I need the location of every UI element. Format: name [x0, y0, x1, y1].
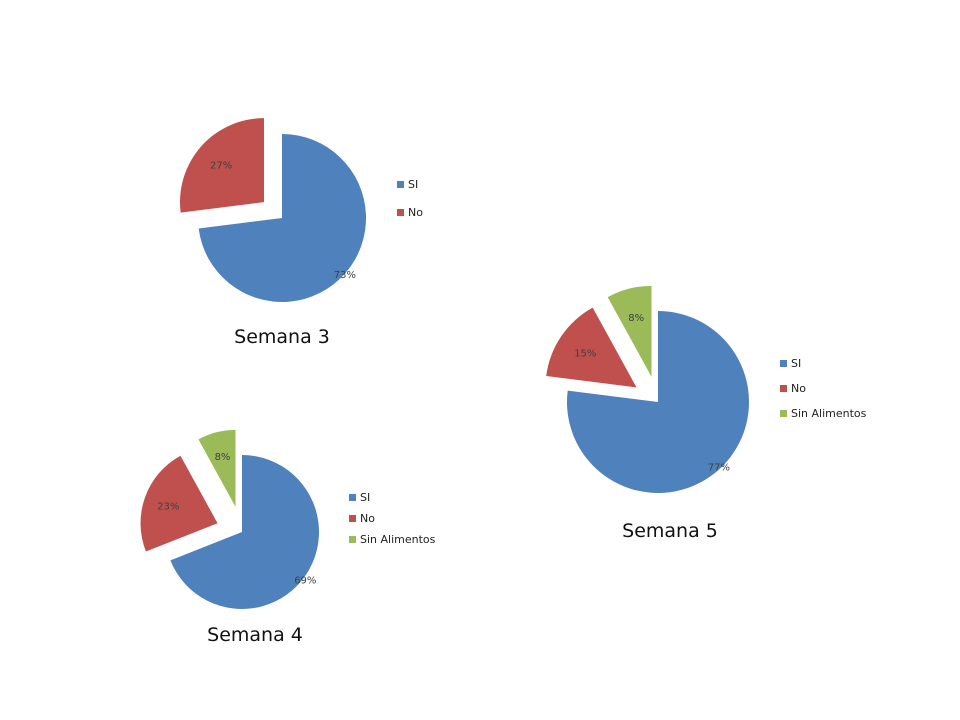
pie-slice-no: [140, 455, 218, 552]
chart-title: Semana 3: [234, 326, 330, 348]
pie-data-label: 8%: [628, 313, 644, 324]
pie-data-label: 27%: [210, 160, 232, 171]
legend-label: Sin Alimentos: [360, 533, 436, 546]
pie-chart-semana-5: 77% 15% 8% SI No Sin Alimentos Semana 5: [546, 285, 867, 542]
pie-data-label: 69%: [294, 575, 316, 586]
legend-label: Sin Alimentos: [791, 407, 867, 420]
pie-slice-si: [567, 311, 750, 493]
legend-swatch-no: [349, 515, 356, 522]
pie-slice-no: [179, 118, 264, 213]
pie-data-label: 73%: [334, 270, 356, 281]
pie-data-label: 8%: [215, 452, 231, 463]
legend-swatch-no: [397, 209, 404, 216]
pie-data-label: 15%: [574, 349, 596, 360]
pie-data-label: 23%: [157, 501, 179, 512]
legend-label: SI: [408, 178, 418, 191]
legend-swatch-si: [349, 494, 356, 501]
legend-swatch-sin-alimentos: [349, 536, 356, 543]
pie-chart-semana-3: 73% 27% SI No Semana 3: [179, 118, 423, 348]
pie-slice-no: [546, 307, 637, 388]
legend-label: SI: [360, 491, 370, 504]
legend: SI No Sin Alimentos: [349, 491, 436, 546]
legend-label: SI: [791, 357, 801, 370]
legend: SI No Sin Alimentos: [780, 357, 867, 420]
pie-slice-sin-alimentos: [607, 285, 652, 377]
legend-label: No: [408, 206, 423, 219]
pie-slice-si: [170, 455, 320, 609]
pie-chart-semana-4: 69% 23% 8% SI No Sin Alimentos Semana 4: [140, 429, 436, 646]
legend-swatch-si: [780, 360, 787, 367]
pie-data-label: 77%: [708, 462, 730, 473]
chart-title: Semana 5: [622, 520, 718, 542]
legend-label: No: [360, 512, 375, 525]
pie-slice-si: [198, 134, 366, 302]
legend-label: No: [791, 382, 806, 395]
legend-swatch-sin-alimentos: [780, 410, 787, 417]
legend: SI No: [397, 178, 423, 219]
legend-swatch-no: [780, 385, 787, 392]
legend-swatch-si: [397, 181, 404, 188]
chart-title: Semana 4: [207, 624, 303, 646]
pie-slice-sin-alimentos: [198, 429, 236, 507]
